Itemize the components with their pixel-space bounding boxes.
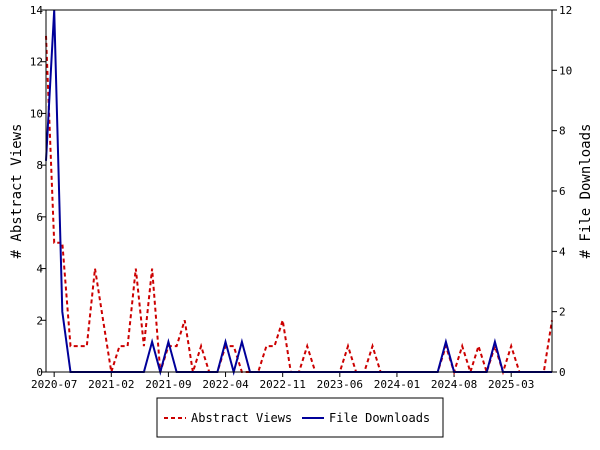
left-y-tick-label: 8 [36,159,43,172]
left-y-tick-label: 12 [30,56,43,69]
x-tick-label: 2022-04 [202,378,249,391]
right-y-axis-title: # File Downloads [578,124,594,259]
left-y-axis-title: # Abstract Views [9,124,25,259]
legend: Abstract Views File Downloads [156,397,444,438]
right-y-tick-label: 4 [559,245,566,258]
right-y-tick-label: 10 [559,64,572,77]
x-tick-label: 2021-02 [88,378,134,391]
x-tick-label: 2021-09 [145,378,191,391]
x-tick-label: 2022-11 [259,378,305,391]
left-y-tick-label: 10 [30,107,43,120]
x-tick-label: 2024-01 [374,378,420,391]
x-axis-ticks: 2020-07 2021-02 2021-09 2022-04 2022-11 2023-… [31,372,534,391]
left-y-tick-label: 2 [36,314,43,327]
x-tick-label: 2020-07 [31,378,77,391]
x-tick-label: 2025-03 [488,378,534,391]
legend-label-file-downloads: File Downloads [329,411,430,425]
legend-label-abstract-views: Abstract Views [191,411,292,425]
x-tick-label: 2024-08 [431,378,477,391]
right-y-tick-label: 8 [559,125,566,138]
right-y-axis-ticks: 0 2 4 6 8 10 12 [552,4,572,379]
right-y-tick-label: 0 [559,366,566,379]
plot-frame [45,9,553,373]
left-y-tick-label: 6 [36,211,43,224]
right-y-tick-label: 6 [559,185,566,198]
right-y-tick-label: 12 [559,4,572,17]
x-tick-label: 2023-06 [317,378,363,391]
legend-box [156,397,444,438]
left-y-tick-label: 14 [30,4,44,17]
right-y-tick-label: 2 [559,306,566,319]
left-y-tick-label: 0 [36,366,43,379]
left-y-tick-label: 4 [36,263,43,276]
left-y-axis-ticks: 0 2 4 6 8 10 12 14 [30,4,46,379]
